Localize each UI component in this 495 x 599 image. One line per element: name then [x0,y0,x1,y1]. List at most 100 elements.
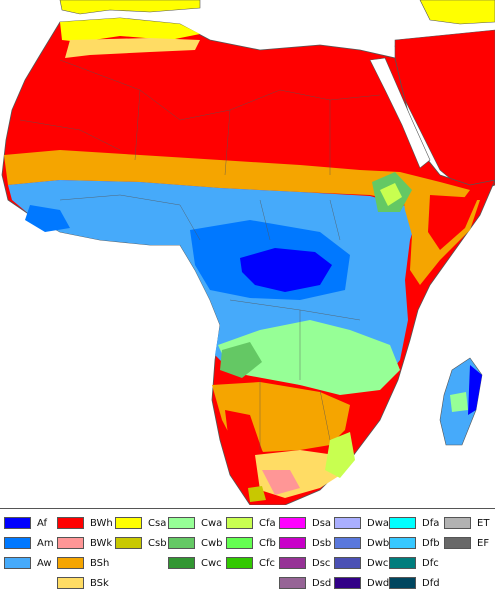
legend-swatch [4,537,31,549]
ethiopia-cfa [380,183,402,206]
madagascar-cwa [450,392,468,412]
legend-item-ef: EF [444,536,489,550]
country-borders [19,59,381,450]
legend-label: BSh [90,557,110,569]
legend-label: Cfa [259,517,276,529]
legend-label: Dwa [367,517,390,529]
legend-swatch [389,517,416,529]
legend-swatch [226,517,253,529]
map-legend: Af Am Aw BWh BWk BSh BSk Csa Csb Cwa Cwb Cwc Cfa Cfb C… [0,508,495,599]
turkey-landmass [419,0,495,25]
legend-item-cwa: Cwa [168,516,222,530]
legend-label: Dsc [312,557,331,569]
legend-item-bsk: BSk [57,576,109,590]
legend-swatch [389,537,416,549]
karoo-bwk [262,470,300,495]
legend-swatch [57,577,84,589]
legend-item-am: Am [4,536,54,550]
legend-swatch [226,557,253,569]
legend-item-dsc: Dsc [279,556,330,570]
legend-item-et: ET [444,516,489,530]
legend-item-bsh: BSh [57,556,109,570]
legend-swatch [334,537,361,549]
legend-swatch [57,517,84,529]
madagascar-af [468,365,482,415]
legend-label: Csa [148,517,167,529]
africa-map-svg [1,0,495,505]
legend-label: Dwb [367,537,390,549]
legend-swatch [57,557,84,569]
legend-item-dwc: Dwc [334,556,388,570]
atlas-bsk [65,38,200,58]
legend-label: BWh [90,517,113,529]
legend-item-csb: Csb [115,536,167,550]
legend-swatch [279,557,306,569]
legend-swatch [334,577,361,589]
legend-item-dfa: Dfa [389,516,439,530]
legend-item-bwk: BWk [57,536,112,550]
legend-label: BSk [90,577,109,589]
capetown-csb [248,486,266,502]
legend-item-cfb: Cfb [226,536,276,550]
legend-label: Cwc [201,557,222,569]
legend-item-bwh: BWh [57,516,113,530]
westafrica-am [25,205,70,232]
legend-label: Cwb [201,537,223,549]
legend-label: Dfb [422,537,440,549]
legend-label: Cfc [259,557,276,569]
legend-item-cfa: Cfa [226,516,276,530]
legend-label: Af [37,517,48,529]
southern-cwb [220,342,262,378]
legend-item-dsd: Dsd [279,576,331,590]
legend-item-dwb: Dwb [334,536,389,550]
legend-swatch [115,537,142,549]
legend-swatch [4,557,31,569]
legend-item-cfc: Cfc [226,556,275,570]
legend-label: Csb [148,537,167,549]
europe-landmass [59,0,201,15]
red-sea [369,57,431,169]
legend-item-cwb: Cwb [168,536,223,550]
legend-label: Am [37,537,54,549]
legend-item-dwd: Dwd [334,576,389,590]
legend-swatch [444,517,471,529]
congo-af [240,248,332,292]
southern-cwa [218,320,400,395]
legend-label: Dwc [367,557,389,569]
climate-map [0,0,495,505]
legend-label: Aw [37,557,52,569]
horn-bwh [428,195,478,250]
maghreb-csa [60,18,200,42]
legend-label: EF [477,537,490,549]
legend-label: Dfa [422,517,440,529]
legend-swatch [389,557,416,569]
legend-swatch [168,517,195,529]
legend-item-cwc: Cwc [168,556,222,570]
legend-item-dfb: Dfb [389,536,440,550]
legend-swatch [334,557,361,569]
legend-swatch [115,517,142,529]
legend-item-dfc: Dfc [389,556,439,570]
legend-swatch [389,577,416,589]
legend-item-aw: Aw [4,556,52,570]
legend-label: Dsd [312,577,332,589]
legend-label: Cfb [259,537,276,549]
legend-label: Dfd [422,577,440,589]
legend-swatch [226,537,253,549]
legend-label: Dsb [312,537,332,549]
legend-label: Dsa [312,517,332,529]
legend-label: BWk [90,537,113,549]
legend-item-af: Af [4,516,47,530]
legend-label: ET [477,517,490,529]
legend-item-dwa: Dwa [334,516,389,530]
legend-swatch [168,557,195,569]
legend-swatch [279,537,306,549]
legend-swatch [57,537,84,549]
legend-item-dsb: Dsb [279,536,331,550]
legend-swatch [279,517,306,529]
legend-item-csa: Csa [115,516,166,530]
sahel-bsh [4,150,470,210]
legend-label: Cwa [201,517,223,529]
legend-label: Dwd [367,577,390,589]
legend-swatch [4,517,31,529]
